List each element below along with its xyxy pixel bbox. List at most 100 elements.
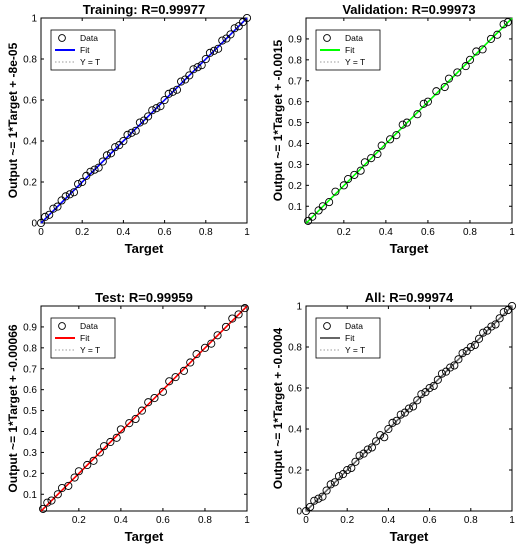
data-point (57, 196, 66, 205)
data-point (186, 358, 195, 367)
data-point (111, 143, 120, 152)
x-tick-label: 0.4 (114, 515, 128, 526)
data-point (115, 141, 124, 150)
panel-validation: Validation: R=0.99973 Target Output ~= 1*T… (271, 2, 515, 256)
data-point (376, 431, 385, 440)
data-point (238, 18, 247, 27)
y-tick-label: 0.8 (288, 55, 302, 66)
data-point (363, 445, 372, 454)
data-point (234, 310, 243, 319)
data-point (453, 68, 462, 77)
y-tick-label: 1 (296, 302, 302, 313)
data-point (437, 369, 447, 378)
data-point (419, 99, 428, 108)
data-point (380, 433, 389, 442)
x-tick-label: 0.2 (337, 227, 351, 238)
data-point (135, 118, 144, 127)
legend: Data Fit Y = T (50, 317, 116, 359)
data-point (507, 301, 517, 311)
data-point (392, 416, 401, 425)
y-tick-label: 0.4 (288, 425, 302, 436)
data-point (377, 141, 386, 150)
legend-yt-label: Y = T (345, 57, 365, 67)
data-point (306, 502, 315, 511)
data-point (205, 48, 214, 57)
data-point (409, 402, 418, 411)
legend-fit-label: Fit (345, 45, 355, 55)
data-point (356, 166, 365, 175)
data-point (503, 306, 512, 315)
y-tick-label: 0.3 (288, 160, 302, 171)
data-point (398, 120, 407, 129)
legend-data-label: Data (80, 33, 98, 43)
x-tick-label: 0.4 (381, 515, 395, 526)
data-point (373, 149, 382, 159)
y-tick-label: 0.6 (288, 384, 302, 395)
data-point (95, 448, 104, 457)
data-point (371, 437, 381, 446)
data-point (402, 118, 411, 127)
y-axis-label: Output ~= 1*Target + -0.0015 (271, 39, 285, 201)
y-tick-label: 0.5 (23, 406, 37, 417)
data-point (495, 314, 504, 323)
data-point (207, 339, 216, 348)
legend-data-label: Data (80, 321, 98, 331)
x-tick-label: 0.6 (423, 515, 437, 526)
data-point (350, 170, 359, 179)
y-tick-label: 0.1 (23, 490, 37, 501)
data-point (200, 343, 210, 352)
data-point (86, 167, 95, 176)
data-point (413, 396, 422, 405)
data-point (102, 151, 111, 160)
legend-yt-label: Y = T (345, 345, 365, 355)
data-point (226, 30, 235, 39)
data-point (386, 135, 395, 144)
data-point (100, 442, 109, 451)
data-point (61, 192, 70, 201)
data-point (479, 328, 488, 337)
data-point (47, 496, 56, 505)
data-point (201, 54, 210, 64)
legend-fit-label: Fit (80, 333, 90, 343)
data-point (388, 418, 397, 427)
y-tick-label: 0.8 (23, 343, 37, 354)
y-tick-label: 0.2 (288, 181, 302, 192)
legend-data-marker (323, 322, 331, 330)
data-point (442, 367, 451, 376)
data-point (53, 202, 62, 211)
data-point (417, 390, 426, 399)
data-point (310, 496, 319, 505)
data-point (131, 126, 140, 135)
y-tick-label: 0.7 (288, 76, 302, 87)
data-point (177, 77, 186, 86)
y-tick-label: 0.2 (288, 466, 302, 477)
x-axis-label: Target (390, 529, 429, 544)
legend: Data Fit Y = T (315, 317, 381, 359)
y-tick-label: 0.5 (288, 118, 302, 129)
data-point (360, 158, 369, 167)
x-tick-label: 0.8 (199, 227, 213, 238)
panel-title: All: R=0.99974 (365, 290, 454, 305)
data-point (503, 18, 512, 27)
data-point (230, 24, 239, 33)
data-point (486, 34, 496, 43)
data-point (218, 36, 227, 45)
data-point (454, 355, 463, 364)
y-tick-label: 0.6 (23, 96, 37, 107)
y-axis-label: Output ~= 1*Target + -8e-05 (6, 42, 20, 198)
data-point (189, 65, 198, 74)
data-point (36, 218, 46, 228)
data-point (119, 136, 128, 146)
data-point (222, 34, 231, 43)
data-point (347, 463, 356, 473)
data-point (221, 322, 231, 331)
data-point (392, 131, 401, 140)
data-point (125, 419, 134, 428)
x-tick-label: 0.8 (464, 515, 478, 526)
data-point (39, 504, 48, 513)
data-point (127, 128, 136, 137)
data-point (404, 404, 414, 413)
x-axis-label: Target (125, 529, 164, 544)
data-point (185, 71, 194, 80)
y-tick-label: 0.8 (23, 55, 37, 66)
